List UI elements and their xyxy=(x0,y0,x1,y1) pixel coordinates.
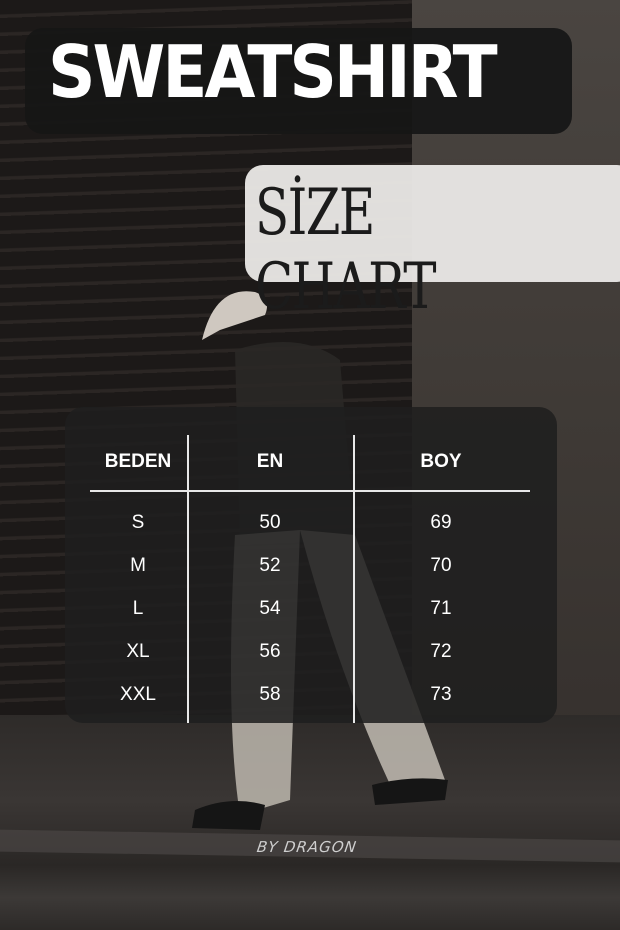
subtitle-banner xyxy=(245,165,620,282)
table-cell: M xyxy=(130,555,146,576)
column-divider xyxy=(353,435,355,723)
table-cell: 71 xyxy=(430,598,452,619)
table-cell: 69 xyxy=(430,512,452,533)
column-header-beden: BEDEN xyxy=(104,451,172,472)
header-divider xyxy=(90,490,530,492)
background-sidewalk xyxy=(0,715,620,930)
table-cell: 56 xyxy=(259,641,281,662)
table-cell: 70 xyxy=(430,555,452,576)
table-cell: 72 xyxy=(430,641,452,662)
table-cell: 50 xyxy=(259,512,281,533)
column-divider xyxy=(187,435,189,723)
column-header-en: EN xyxy=(256,451,284,472)
table-cell: XXL xyxy=(120,684,156,705)
size-table xyxy=(65,407,557,723)
column-header-boy: BOY xyxy=(420,451,462,472)
table-cell: 52 xyxy=(259,555,281,576)
brand-signature: BY DRAGON xyxy=(255,838,359,856)
table-cell: 58 xyxy=(259,684,281,705)
table-cell: XL xyxy=(126,641,150,662)
table-cell: 54 xyxy=(259,598,281,619)
table-cell: S xyxy=(131,512,145,533)
table-cell: L xyxy=(132,598,144,619)
table-cell: 73 xyxy=(430,684,452,705)
page-subtitle: SİZE CHART xyxy=(255,176,437,324)
page-title: SWEATSHIRT xyxy=(48,30,498,115)
title-banner xyxy=(25,28,572,134)
